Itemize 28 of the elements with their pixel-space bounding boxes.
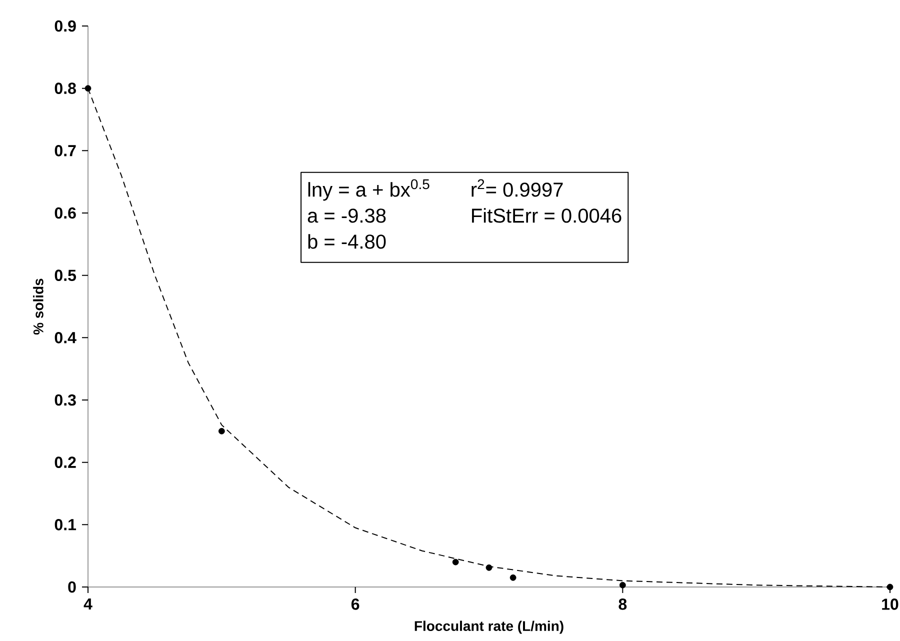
x-tick-label: 4 (84, 598, 92, 610)
y-tick-label: 0 (68, 581, 76, 593)
y-tick-label: 0.4 (54, 332, 76, 344)
annotation: lny = a + bx$^{0.5}$ (308, 179, 430, 201)
x-tick-label: 10 (882, 598, 898, 610)
y-tick-label: 0.3 (54, 394, 76, 406)
annotation: b = -4.80 (308, 234, 386, 249)
annotation: r$^{2}$= 0.9997 (472, 179, 563, 197)
y-tick-label: 0.7 (54, 145, 76, 156)
y-tick-label: 0.6 (54, 207, 76, 219)
x-tick-label: 6 (351, 598, 360, 610)
point (84, 85, 92, 92)
point (486, 564, 492, 571)
x-tick-label: 8 (618, 598, 627, 610)
point (510, 574, 516, 581)
y-tick-label: 0.9 (54, 20, 76, 32)
point (218, 428, 225, 434)
point (452, 558, 459, 566)
y-tick-label: 0.2 (54, 456, 76, 468)
point (619, 582, 626, 588)
annotation: a = -9.38 (308, 208, 386, 223)
y-tick-label: 0.5 (54, 270, 76, 282)
y-tick-label: 0.1 (54, 519, 76, 530)
x-axis-title: Flocculant rate (L/min) (414, 620, 564, 634)
point (886, 584, 894, 590)
annotation: FitStErr = 0.0046 (472, 208, 622, 223)
y-tick-label: 0.8 (54, 82, 76, 94)
y-axis-title: % solids (33, 278, 44, 335)
